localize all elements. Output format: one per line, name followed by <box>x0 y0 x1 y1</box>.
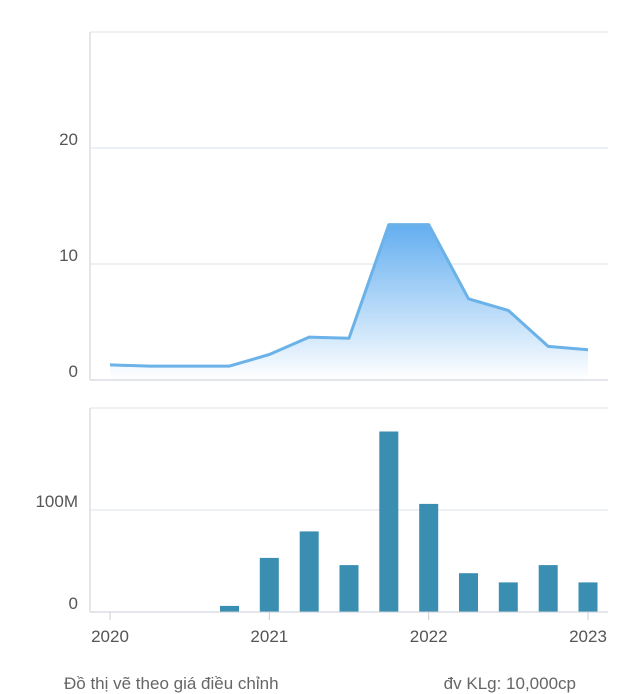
x-tick-label: 2021 <box>250 627 288 646</box>
volume-bar <box>538 565 558 612</box>
price-y-axis-labels: 0 10 20 <box>59 130 78 381</box>
volume-bar <box>259 557 279 612</box>
x-tick-label: 2023 <box>569 627 607 646</box>
volume-y-tick-label: 0 <box>69 594 78 613</box>
volume-bar <box>379 431 399 612</box>
price-line <box>109 223 589 368</box>
volume-bars <box>220 431 598 612</box>
volume-bar <box>419 503 439 612</box>
price-y-tick-label: 20 <box>59 130 78 149</box>
volume-bar <box>339 565 359 612</box>
volume-y-tick-label: 100M <box>35 492 78 511</box>
price-gridlines <box>90 147 608 265</box>
volume-bar <box>220 605 239 612</box>
volume-unit-note: đv KLg: 10,000cp <box>443 674 576 693</box>
adjusted-price-note: Đồ thị vẽ theo giá điều chỉnh <box>64 674 279 693</box>
price-area-fill <box>110 224 588 380</box>
volume-bar <box>459 573 478 612</box>
volume-y-axis-labels: 0 100M <box>35 492 78 613</box>
x-tick-label: 2020 <box>91 627 129 646</box>
x-axis-labels: 2020 2021 2022 2023 <box>91 612 607 646</box>
volume-bar <box>498 582 518 612</box>
volume-bar <box>299 531 319 612</box>
price-y-tick-label: 0 <box>69 362 78 381</box>
price-y-tick-label: 10 <box>59 246 78 265</box>
volume-bar <box>578 582 598 612</box>
x-tick-label: 2022 <box>410 627 448 646</box>
